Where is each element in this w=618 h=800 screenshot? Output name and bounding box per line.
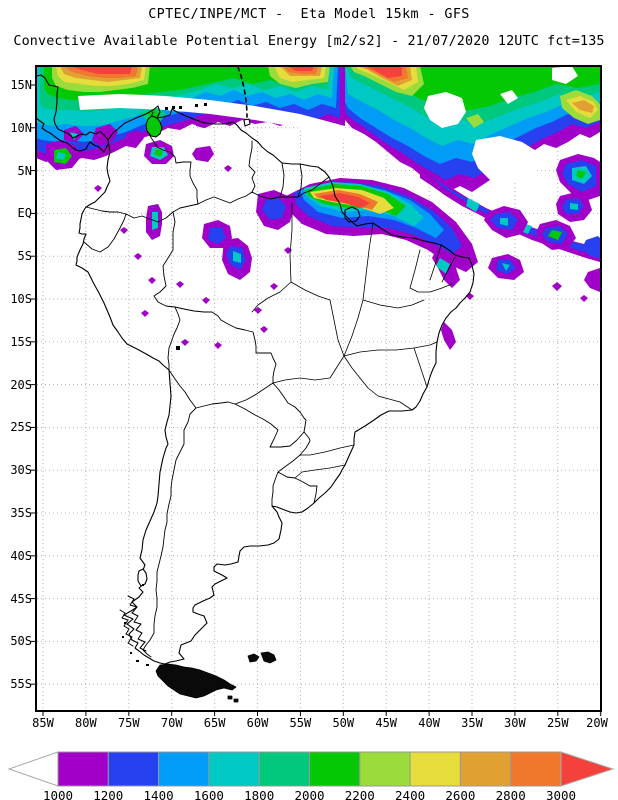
lat-label: 15S xyxy=(10,334,32,349)
colorbar-over-arrow xyxy=(560,751,615,787)
colorbar-tick-label: 1000 xyxy=(42,788,74,800)
chiloe-island xyxy=(137,568,148,587)
lon-label: 45W xyxy=(375,716,398,730)
colorbar-tick-label: 2800 xyxy=(495,788,526,800)
colorbar-segment xyxy=(309,751,361,787)
colorbar-tick-label: 2000 xyxy=(294,788,325,800)
plot-title: CPTEC/INPE/MCT - Eta Model 15km - GFS xyxy=(148,7,470,22)
lon-label: 30W xyxy=(504,716,526,730)
colorbar-segment xyxy=(359,751,411,787)
colorbar-segment xyxy=(409,751,461,787)
axis-ticks xyxy=(30,84,602,716)
falkland-islands xyxy=(247,651,277,664)
lat-label: 40S xyxy=(10,548,32,563)
colorbar-tick-label: 1400 xyxy=(143,788,174,800)
country-borders xyxy=(83,111,330,685)
lat-label: 35S xyxy=(10,506,32,520)
chilean-fjords xyxy=(119,595,147,652)
lon-label: 20W xyxy=(586,716,608,730)
plot-subtitle: Convective Available Potential Energy [m… xyxy=(13,34,605,49)
lat-label: EQ xyxy=(17,206,32,221)
colorbar-segment xyxy=(208,751,260,787)
colorbar-segment xyxy=(57,751,109,787)
lon-label: 85W xyxy=(32,716,54,730)
lat-label: 15N xyxy=(10,78,32,92)
lon-label: 55W xyxy=(289,716,312,730)
lat-label: 5S xyxy=(17,249,32,264)
colorbar-segment xyxy=(258,751,311,787)
colorbar-under-arrow xyxy=(7,751,59,787)
colorbar-segment xyxy=(510,751,562,787)
lesser-antilles-arc xyxy=(237,67,248,118)
colorbar-segment xyxy=(459,751,512,787)
lat-label: 55S xyxy=(10,677,32,692)
colorbar-tick-label: 1200 xyxy=(93,788,124,800)
colorbar-segment xyxy=(158,751,210,787)
map-frame xyxy=(35,65,602,712)
colorbar-tick-label: 3000 xyxy=(545,788,577,800)
tierra-del-fuego-island xyxy=(155,663,239,703)
south-america-coastline xyxy=(75,105,475,665)
brazil-state-borders xyxy=(251,202,456,479)
lon-label: 80W xyxy=(75,716,97,730)
colorbar-tick-label: 1600 xyxy=(193,788,224,800)
trinidad-island xyxy=(243,118,251,127)
abc-islands-dots xyxy=(165,103,207,110)
lon-label: 75W xyxy=(117,716,140,730)
fjord-dots xyxy=(122,584,149,666)
lat-label: 45S xyxy=(10,591,32,606)
lat-label: 10N xyxy=(10,120,32,135)
lon-label: 25W xyxy=(546,716,569,730)
lat-label: 5N xyxy=(17,163,32,178)
coastline-layer xyxy=(37,67,475,703)
colorbar-tick-label: 2600 xyxy=(445,788,476,800)
lon-label: 65W xyxy=(203,716,226,730)
lat-label: 20S xyxy=(10,377,32,392)
lat-label: 50S xyxy=(10,634,32,649)
colorbar-tick-label: 2400 xyxy=(395,788,426,800)
lake-maracaibo xyxy=(145,115,163,138)
lat-label: 25S xyxy=(10,420,32,435)
lon-label: 35W xyxy=(461,716,483,730)
lon-label: 40W xyxy=(418,716,440,730)
marajo-island xyxy=(344,206,361,223)
lon-label: 70W xyxy=(160,716,183,730)
colorbar-tick-label: 1800 xyxy=(244,788,275,800)
central-america-coastline xyxy=(37,74,109,153)
colorbar-segment xyxy=(107,751,160,787)
lat-label: 30S xyxy=(10,463,32,478)
lon-label: 60W xyxy=(246,716,269,730)
colorbar-tick-label: 2200 xyxy=(344,788,375,800)
lake-titicaca xyxy=(176,346,180,350)
lon-label: 50W xyxy=(332,716,355,730)
lat-label: 10S xyxy=(10,292,32,306)
colorbar-legend xyxy=(7,751,615,787)
